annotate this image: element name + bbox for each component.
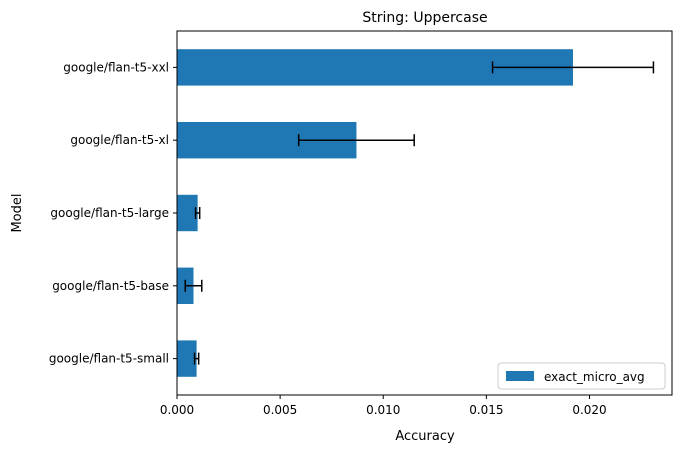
error-bar	[184, 279, 203, 292]
chart-title: String: Uppercase	[362, 10, 487, 26]
legend-frame	[497, 362, 666, 390]
y-axis-label: Model	[10, 193, 25, 232]
legend-swatch	[506, 371, 534, 381]
y-tick-label: google/flan-t5-large	[50, 206, 169, 220]
x-tick-label: 0.015	[469, 403, 503, 417]
x-tick-label: 0.005	[263, 403, 297, 417]
y-tick-label: google/flan-t5-xl	[70, 133, 169, 147]
error-bar	[193, 352, 200, 365]
x-tick-label: 0.010	[366, 403, 400, 417]
error-bars-layer	[184, 61, 655, 365]
bars-layer	[177, 49, 573, 377]
y-axis: google/flan-t5-small google/flan-t5-base g…	[49, 60, 177, 366]
y-tick-label: google/flan-t5-base	[52, 279, 169, 293]
legend-label: exact_micro_avg	[544, 370, 645, 384]
x-axis-label: Accuracy	[395, 429, 455, 444]
error-bar	[194, 207, 201, 219]
y-tick-label: google/flan-t5-xxl	[63, 60, 169, 74]
y-tick-label: google/flan-t5-small	[49, 352, 169, 366]
bar	[177, 340, 197, 377]
error-bar	[491, 61, 655, 74]
error-bar	[297, 134, 415, 147]
x-tick-label: 0.000	[160, 403, 194, 417]
x-axis: 0.000 0.005 0.010 0.015 0.020	[160, 395, 607, 417]
x-tick-label: 0.020	[572, 403, 606, 417]
bar	[177, 194, 198, 232]
legend: exact_micro_avg	[497, 362, 666, 390]
